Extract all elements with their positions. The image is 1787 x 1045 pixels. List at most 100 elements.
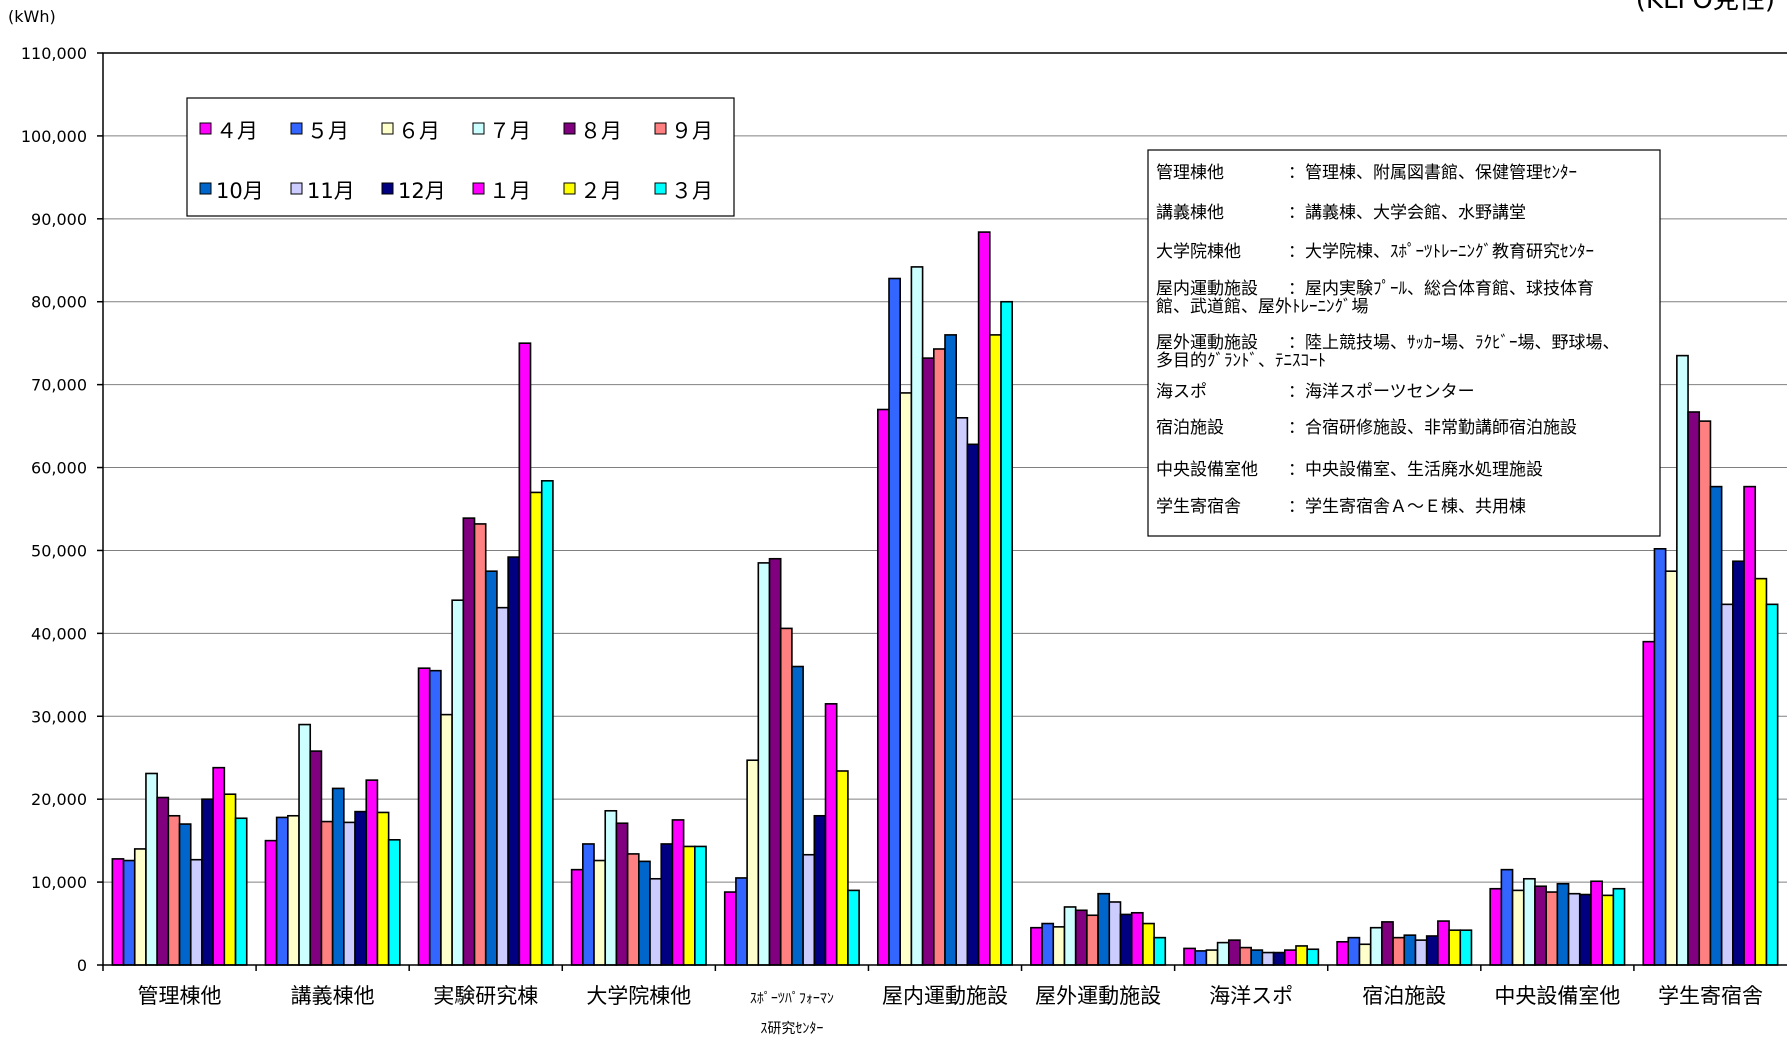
note-term: 宿泊施設 [1156, 418, 1224, 438]
bar [932, 348, 946, 966]
x-axis-label: 宿泊施設 [1362, 984, 1446, 1008]
y-tick-label: 40,000 [31, 624, 87, 643]
x-axis-label: 屋内運動施設 [882, 984, 1008, 1008]
bar [966, 443, 980, 966]
bar [1194, 950, 1208, 966]
legend-swatch [290, 182, 303, 195]
bar [1687, 411, 1701, 966]
bar [484, 570, 498, 966]
note-term: 中央設備室他 [1156, 460, 1258, 480]
legend-swatch [381, 182, 394, 195]
bar [365, 779, 379, 966]
x-axis-label: 講義棟他 [291, 984, 375, 1008]
note-description: ：屋内実験ﾌﾟｰﾙ、総合体育館、球技体育 [1288, 279, 1594, 299]
bar [1642, 640, 1656, 966]
note-term: 海スポ [1156, 382, 1207, 402]
note-description: ：管理棟、附属図書館、保健管理ｾﾝﾀｰ [1288, 163, 1577, 183]
y-tick-label: 110,000 [21, 44, 87, 63]
legend-swatch [199, 122, 212, 135]
bar [1534, 885, 1547, 966]
bar [287, 814, 300, 966]
bar [1097, 892, 1111, 966]
bar [847, 889, 860, 966]
bar [1052, 926, 1066, 966]
bar [791, 665, 804, 966]
y-tick-label: 60,000 [31, 459, 87, 478]
bar [1545, 891, 1559, 966]
legend-label: ８月 [580, 119, 622, 143]
bar [1743, 485, 1757, 966]
legend-label: ９月 [671, 119, 713, 143]
bar [910, 266, 924, 966]
bar [1336, 940, 1350, 966]
bar [888, 277, 901, 966]
bar [354, 810, 368, 966]
note-description: ：海洋スポーツセンター [1288, 382, 1475, 402]
note-description: ：陸上競技場、ｻｯｶｰ場、ﾗｸﾋﾞｰ場、野球場、 [1288, 333, 1620, 353]
bar [201, 798, 214, 966]
legend-swatch [472, 122, 485, 135]
bar [955, 416, 969, 966]
legend-label: 12月 [398, 179, 446, 203]
y-tick-label: 70,000 [31, 376, 87, 395]
bar [1720, 603, 1734, 966]
bar [518, 342, 532, 966]
y-tick-label: 0 [77, 956, 87, 975]
bar [1590, 880, 1603, 966]
bar [1425, 935, 1439, 966]
bar [111, 858, 125, 966]
building-notes-box: 管理棟他 ：管理棟、附属図書館、保健管理ｾﾝﾀｰ 講義棟他 ：講義棟、大学会館、水野講… [1147, 149, 1661, 537]
bar [1074, 909, 1088, 966]
bar [156, 796, 170, 966]
bar [1392, 936, 1406, 966]
bar [1522, 877, 1536, 966]
bar [921, 357, 935, 966]
bar [1041, 922, 1055, 966]
bar [343, 821, 356, 966]
bar [189, 858, 203, 966]
x-axis-label: ｽ研究ｾﾝﾀｰ [760, 1021, 823, 1037]
bar [1732, 560, 1745, 966]
bar [944, 334, 957, 966]
bar [298, 723, 312, 966]
legend-frame [186, 97, 735, 217]
bar [507, 556, 521, 966]
note-description: 多目的ｸﾞﾗﾝﾄﾞ、ﾃﾆｽｺｰﾄ [1156, 351, 1326, 371]
bar [1459, 929, 1473, 966]
bar [682, 845, 696, 966]
bar [1306, 948, 1320, 966]
bar [694, 845, 707, 966]
bar [1369, 926, 1383, 966]
note-description: ：大学院棟、ｽﾎﾟｰﾂﾄﾚｰﾆﾝｸﾞ教育研究ｾﾝﾀｰ [1288, 242, 1594, 262]
x-axis-label: 大学院棟他 [586, 984, 691, 1008]
bar [1500, 868, 1514, 966]
bar [1765, 603, 1779, 966]
legend-swatch [654, 182, 667, 195]
bar [1063, 906, 1077, 966]
bar [1437, 920, 1450, 966]
bar [824, 703, 838, 966]
bar [1414, 939, 1428, 966]
bar [1153, 936, 1167, 966]
x-axis-label: 管理棟他 [138, 984, 222, 1008]
bar [212, 766, 226, 966]
bar [1347, 936, 1361, 966]
bar [1578, 893, 1592, 966]
legend-label: 11月 [307, 179, 355, 203]
x-axis-labels: 管理棟他 講義棟他 実験研究棟 大学院棟他 ｽﾎﾟｰﾂﾊﾟﾌｫｰﾏﾝ ｽ研究ｾﾝﾀｰ 屋内運… [102, 965, 1763, 1037]
y-axis-unit-label: (kWh) [8, 7, 56, 26]
corner-label: (KLFO見性) [1636, 0, 1775, 15]
bar [1511, 889, 1525, 966]
notes-frame [1147, 149, 1661, 537]
bar [145, 772, 158, 966]
bar [167, 814, 181, 966]
legend-swatch [290, 122, 303, 135]
bar [1489, 887, 1503, 966]
bar [223, 793, 237, 966]
bar [977, 231, 991, 966]
bar [746, 759, 760, 966]
bar [1183, 947, 1196, 966]
y-tick-label: 90,000 [31, 210, 87, 229]
bar [735, 877, 748, 966]
bar [178, 823, 192, 966]
